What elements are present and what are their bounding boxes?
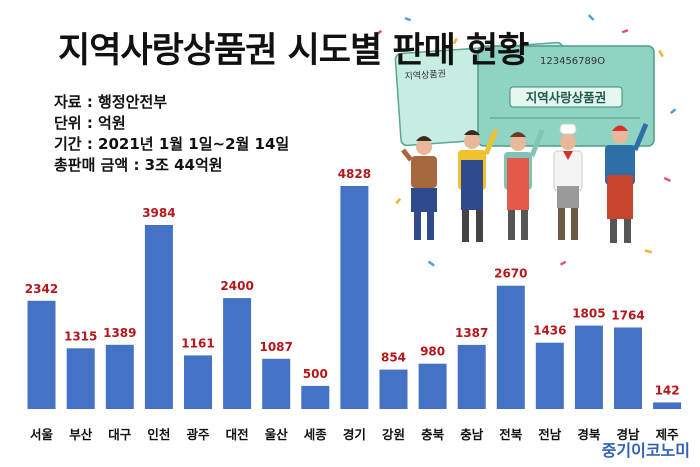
- value-label: 1161: [181, 336, 214, 350]
- category-label: 부산: [69, 427, 93, 442]
- info-block: 자료 : 행정안전부 단위 : 억원 기간 : 2021년 1월 1일~2월 1…: [54, 92, 289, 176]
- bar-서울: [27, 300, 56, 409]
- value-label: 2670: [494, 267, 527, 281]
- category-label: 경북: [577, 427, 601, 442]
- voucher-illustration: 지역상품권 123456789O 지역사랑상품권: [394, 41, 655, 147]
- category-label: 경남: [616, 427, 640, 442]
- person-icon: [401, 136, 437, 240]
- category-label: 경기: [343, 427, 366, 442]
- person-icon: [458, 129, 499, 242]
- value-label: 1315: [64, 329, 97, 343]
- category-label: 울산: [265, 427, 289, 442]
- category-label: 광주: [186, 427, 210, 442]
- chart-title: 지역사랑상품권 시도별 판매 현황: [58, 31, 529, 71]
- bar-울산: [262, 358, 291, 409]
- confetti-decoration: [374, 14, 677, 267]
- bar-경북: [574, 325, 603, 409]
- source-text: 자료 : 행정안전부: [54, 93, 168, 111]
- value-label: 854: [381, 351, 406, 365]
- category-label: 전북: [499, 427, 523, 442]
- value-label: 980: [420, 345, 445, 359]
- bar-chart: 2342 서울 1315 부산 1389 대구 3984 인천 1161 광주 2400 대전 1087…: [25, 167, 682, 442]
- value-label: 2400: [220, 279, 253, 293]
- period-text: 기간 : 2021년 1월 1일~2월 14일: [54, 135, 290, 153]
- bar-부산: [66, 348, 95, 409]
- person-icon: [605, 123, 649, 243]
- category-label: 대구: [108, 427, 132, 442]
- value-label: 3984: [142, 206, 175, 220]
- people-illustration: [401, 123, 649, 243]
- value-label: 1436: [533, 324, 566, 338]
- person-icon: [553, 123, 583, 240]
- person-icon: [504, 129, 545, 240]
- bar-경남: [614, 327, 642, 409]
- bar-제주: [653, 402, 682, 409]
- bar-충북: [418, 363, 447, 409]
- category-label: 충북: [421, 427, 445, 442]
- category-label: 대전: [226, 427, 249, 442]
- bar-인천: [144, 225, 173, 409]
- bar-대전: [223, 298, 252, 409]
- value-label: 142: [655, 383, 680, 397]
- bar-강원: [379, 369, 408, 409]
- bar-광주: [184, 355, 212, 409]
- bar-전북: [496, 285, 525, 409]
- bar-전남: [535, 342, 564, 409]
- value-label: 1087: [259, 340, 292, 354]
- bar-대구: [105, 344, 134, 409]
- bar-세종: [301, 385, 330, 409]
- category-label: 전남: [538, 427, 562, 442]
- category-label: 세종: [304, 427, 328, 442]
- value-label: 1389: [103, 326, 136, 340]
- voucher-label: 지역사랑상품권: [526, 90, 607, 105]
- bar-경기: [340, 186, 369, 409]
- voucher-serial: 123456789O: [540, 56, 605, 67]
- category-label: 제주: [656, 427, 680, 442]
- voucher-small-label: 지역상품권: [404, 67, 446, 82]
- brand-logo-text: 중기이코노미: [601, 441, 690, 460]
- category-label: 충남: [460, 427, 484, 442]
- category-label: 인천: [147, 427, 170, 442]
- total-text: 총판매 금액 : 3조 44억원: [54, 156, 223, 174]
- value-label: 2342: [25, 282, 58, 296]
- category-label: 서울: [30, 427, 54, 442]
- category-label: 강원: [382, 427, 405, 442]
- unit-text: 단위 : 억원: [54, 114, 126, 132]
- value-label: 4828: [338, 167, 371, 181]
- value-label: 1387: [455, 326, 488, 340]
- value-label: 500: [303, 367, 328, 381]
- value-label: 1805: [572, 307, 605, 321]
- bar-충남: [457, 344, 486, 409]
- value-label: 1764: [611, 309, 644, 323]
